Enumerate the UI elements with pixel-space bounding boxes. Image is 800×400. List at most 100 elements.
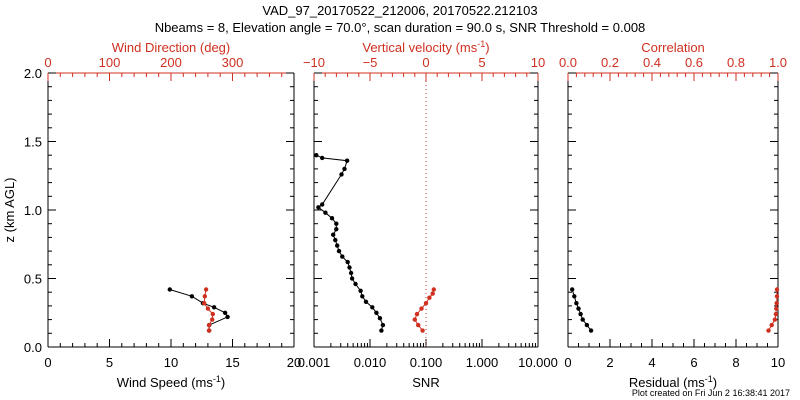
snr-series-black-point — [336, 248, 342, 254]
residual-series-red-point — [774, 294, 780, 299]
y-tick-label: 1.5 — [24, 135, 42, 150]
x-bottom-tick-label: 5 — [106, 355, 113, 370]
x-bottom-tick-label: 20 — [287, 355, 301, 370]
snr-series-red-point — [423, 301, 429, 306]
wind-series-red-point — [202, 301, 207, 306]
x-top-tick-label: 0.0 — [559, 55, 577, 70]
x-bottom-axis-label: Wind Speed (ms-1) — [117, 374, 225, 390]
snr-series-red-point — [420, 328, 425, 333]
snr-series-black-point — [334, 227, 339, 232]
snr-series-black-point — [374, 310, 379, 315]
residual-series-red-point — [772, 317, 778, 322]
x-bottom-tick-label: 0 — [44, 355, 51, 370]
wind-series-red-point — [206, 328, 212, 333]
y-tick-label: 0.0 — [24, 340, 42, 355]
residual-series-red-point — [766, 328, 771, 333]
snr-series-black-point — [349, 276, 355, 281]
x-bottom-axis-label-main: SNR — [412, 375, 439, 390]
x-top-axis-label-main: Vertical velocity (ms — [362, 40, 477, 55]
snr-series-red-point — [431, 287, 436, 292]
x-bottom-axis-label-main: Residual (ms — [629, 375, 705, 390]
y-tick-label: 0.5 — [24, 272, 42, 287]
snr-series-black-point — [358, 288, 363, 293]
header-line-2: Nbeams = 8, Elevation angle = 70.0°, sca… — [155, 20, 646, 35]
x-bottom-tick-label: 0.100 — [410, 355, 443, 370]
x-top-axis-label: Correlation — [641, 40, 705, 55]
snr-series-black-point — [353, 281, 358, 287]
x-bottom-axis-label-end: ) — [221, 375, 225, 390]
snr-series-black-point — [314, 153, 319, 158]
plot-created-note: Plot created on Fri Jun 2 16:38:41 2017 — [632, 388, 790, 398]
x-bottom-tick-label: 10.000 — [518, 355, 558, 370]
residual-series-black-point — [588, 328, 594, 333]
snr-series-black-point — [344, 158, 350, 163]
residual-series-red-point — [773, 311, 779, 317]
wind-series-red-point — [203, 287, 209, 292]
snr-series-black-point — [348, 270, 354, 276]
wind-series-black-point — [225, 314, 230, 320]
x-bottom-axis-label-main: Wind Speed (ms — [117, 375, 214, 390]
residual-series-black-point — [580, 317, 585, 322]
snr-series-black-point — [360, 294, 365, 299]
snr-series-black-point — [377, 316, 383, 321]
wind-series-red-point — [202, 294, 207, 299]
x-top-tick-label: 300 — [222, 55, 244, 70]
y-tick-label: 1.0 — [24, 203, 42, 218]
snr-series-red-point — [430, 291, 435, 296]
wind-series-red-point — [206, 322, 212, 328]
header-line-1: VAD_97_20170522_212006, 20170522.212103 — [262, 3, 537, 18]
snr-series-black-point — [340, 254, 345, 259]
snr-series-black-line — [316, 154, 384, 331]
snr-series-black-point — [333, 237, 338, 243]
wind-series-red-point — [210, 317, 215, 322]
x-bottom-tick-label: 0.001 — [298, 355, 331, 370]
x-top-tick-label: 0 — [422, 55, 429, 70]
residual-series-black-point — [584, 322, 590, 328]
snr-series-black-point — [331, 232, 336, 237]
snr-panel: 0.001 0.010 0.100 1.000 10.000 SNR −10 −5 0 5 10 Ve… — [298, 39, 558, 390]
x-bottom-axis-label: Residual (ms-1) — [629, 374, 717, 390]
residual-series-black-point — [570, 287, 575, 292]
x-bottom-tick-label: 6 — [690, 355, 697, 370]
wind-series-black-point — [211, 305, 217, 310]
x-top-tick-label: 1.0 — [769, 55, 787, 70]
residual-series-red-point — [774, 287, 780, 292]
residual-series-black-point — [574, 301, 579, 306]
x-top-tick-label: 5 — [478, 55, 485, 70]
snr-series-black-point — [379, 328, 384, 333]
wind-series-red-point — [210, 311, 215, 317]
snr-series-black-point — [323, 210, 328, 215]
snr-series-red-point — [412, 317, 417, 322]
x-bottom-tick-label: 10 — [164, 355, 178, 370]
x-top-axis-label-main: Wind Direction (deg) — [112, 40, 231, 55]
snr-series-black-point — [316, 205, 321, 210]
x-top-tick-label: 0.2 — [601, 55, 619, 70]
snr-series-red-point — [419, 306, 424, 311]
snr-series-black-point — [320, 155, 325, 161]
snr-series-black-point — [380, 322, 386, 328]
x-bottom-tick-label: 0.010 — [354, 355, 387, 370]
x-bottom-axis-label: SNR — [412, 375, 439, 390]
x-bottom-tick-label: 0 — [564, 355, 571, 370]
y-tick-label: 2.0 — [24, 66, 42, 81]
x-bottom-tick-label: 8 — [732, 355, 739, 370]
x-bottom-tick-label: 4 — [648, 355, 655, 370]
x-top-axis-label-main: Correlation — [641, 40, 705, 55]
residual-panel: 0 2 4 6 8 10 Residual (ms-1) 0.0 0.2 0.4 0.6 0.8 1.0… — [559, 40, 787, 390]
wind-series-red-point — [205, 306, 211, 311]
residual-series-black-point — [572, 294, 577, 299]
snr-series-black-point — [329, 216, 335, 221]
x-top-tick-label: 0.6 — [685, 55, 703, 70]
x-top-axis-label: Vertical velocity (ms-1) — [362, 39, 489, 55]
x-bottom-tick-label: 10 — [771, 355, 785, 370]
x-top-tick-label: 0.8 — [727, 55, 745, 70]
residual-series-red-point — [774, 301, 779, 306]
snr-series-black-point — [320, 202, 325, 207]
snr-series-black-point — [347, 265, 352, 270]
x-bottom-tick-label: 1.000 — [466, 355, 499, 370]
wind-series-black-point — [167, 287, 172, 292]
snr-series-black-point — [334, 221, 339, 226]
snr-series-black-point — [345, 259, 350, 265]
snr-series-black-point — [339, 172, 344, 177]
x-bottom-axis-label-superscript: -1 — [705, 374, 713, 384]
